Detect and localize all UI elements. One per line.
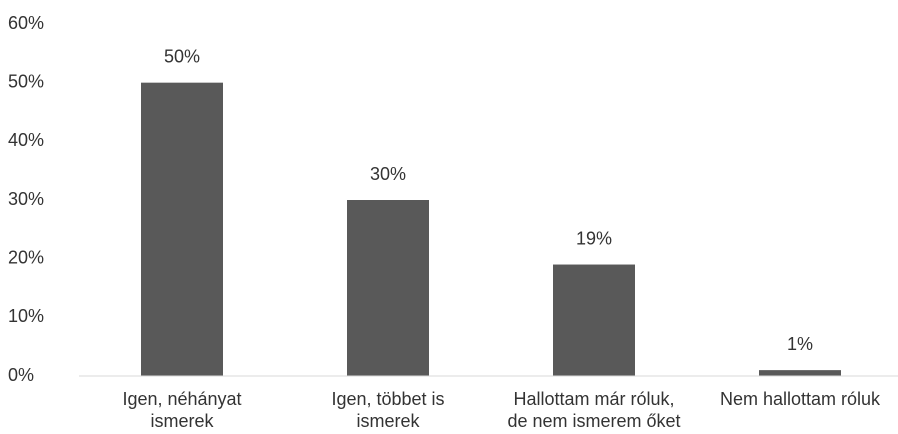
bar (759, 370, 841, 376)
x-tick-label: Hallottam már róluk, de nem ismerem őket (507, 389, 681, 431)
bar (141, 82, 223, 377)
x-tick-label: Nem hallottam róluk (719, 389, 881, 409)
data-label: 19% (576, 228, 612, 248)
data-label: 50% (164, 46, 200, 66)
y-tick-label: 10% (8, 306, 44, 326)
y-tick-label: 20% (8, 247, 44, 267)
y-tick-label: 60% (8, 13, 44, 33)
bar (553, 264, 635, 376)
data-label: 30% (370, 164, 406, 184)
x-tick-label: Igen, többet is ismerek (331, 389, 445, 431)
y-tick-label: 30% (8, 189, 44, 209)
y-tick-label: 40% (8, 130, 44, 150)
bar (347, 200, 429, 376)
y-tick-label: 50% (8, 71, 44, 91)
x-tick-label: Igen, néhányat ismerek (122, 389, 242, 431)
data-label: 1% (787, 334, 813, 354)
y-tick-label: 0% (8, 365, 34, 385)
